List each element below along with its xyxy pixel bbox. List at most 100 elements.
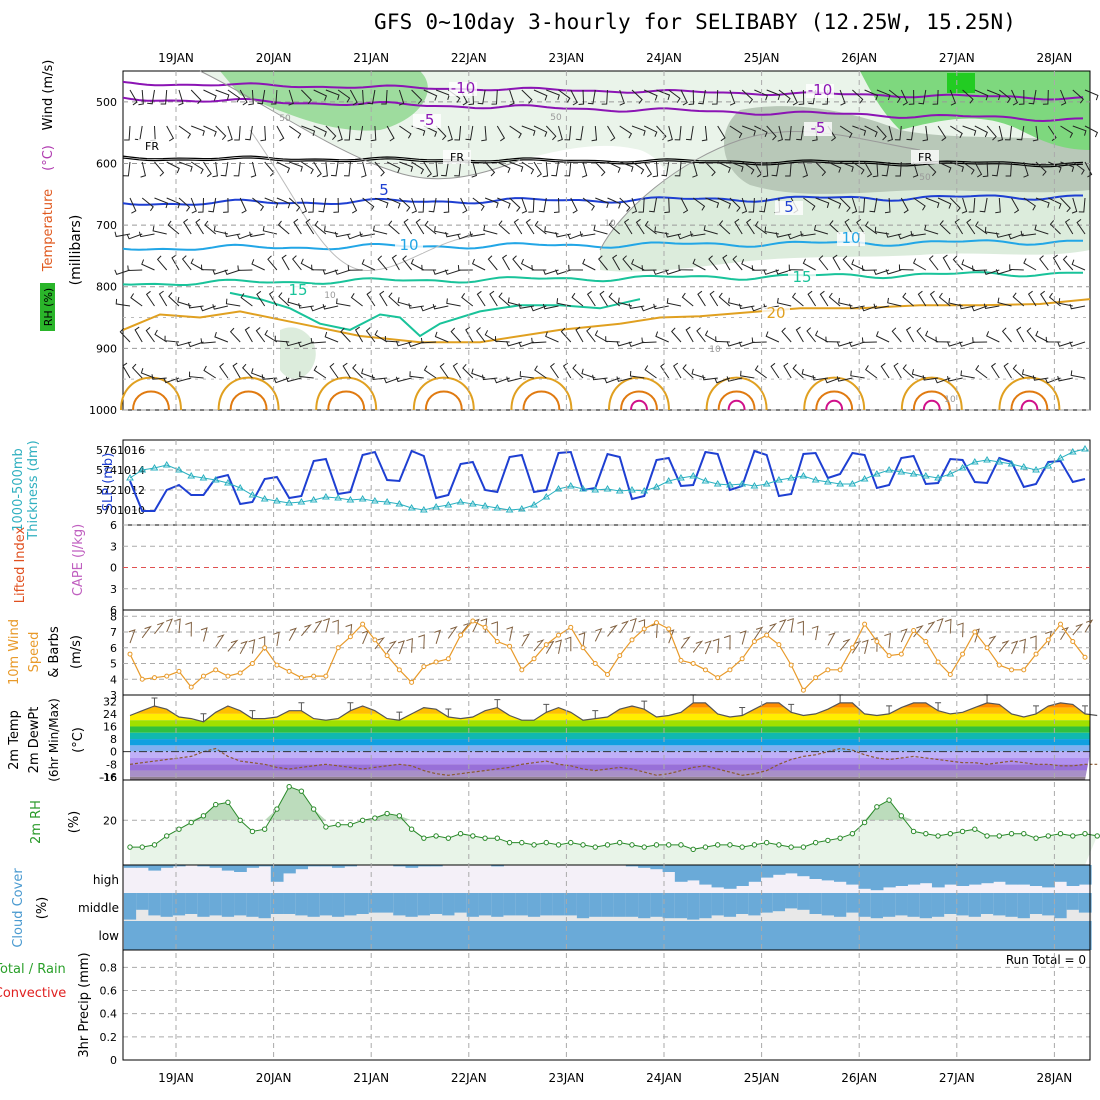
contour-label-bg (449, 82, 477, 96)
rh-area-high (130, 786, 1098, 821)
cloud-cell (638, 865, 651, 868)
wind-barb (465, 326, 474, 343)
rh-marker (629, 842, 635, 848)
wind-barb (924, 224, 939, 235)
cloud-cell (344, 865, 358, 867)
cloud-cell (540, 893, 553, 916)
cloud-cell (503, 921, 517, 950)
wind-barb (203, 125, 217, 137)
wind-barb (911, 369, 926, 379)
wind-speed-marker (298, 675, 304, 681)
cloud-cell (1066, 865, 1080, 886)
wind-barb (925, 330, 939, 343)
wind-barb (292, 255, 302, 271)
cape-axis-label: CAPE (J/kg) (71, 524, 86, 596)
wind-barb (717, 161, 731, 173)
wind-barb (594, 330, 608, 343)
cloud-cell (576, 921, 590, 950)
temp-contour-35 (825, 399, 844, 411)
cloud-cell (1017, 921, 1031, 950)
wind-barb (966, 218, 976, 235)
cloud-cell (931, 865, 945, 888)
wind-barb (388, 292, 400, 307)
wind-barb (825, 336, 841, 343)
cloud-cell (760, 921, 774, 950)
wind-barb (864, 125, 878, 138)
cloud-cell (650, 865, 664, 870)
wind-barb (705, 197, 720, 208)
thickness-tick-label: 576 (96, 444, 117, 457)
cloud-cell (527, 921, 541, 950)
wind-barb (251, 259, 265, 271)
minmax-bar (1082, 705, 1088, 714)
wind-barb (457, 265, 473, 271)
thickness-marker (1081, 445, 1089, 452)
wind-speed-marker (678, 657, 684, 663)
wind-barb (902, 364, 914, 379)
wind-barb-10m (533, 639, 545, 652)
wind-barb (513, 218, 523, 235)
wind-barb-10m (870, 637, 878, 652)
wind-barb (802, 161, 809, 178)
thickness-marker (824, 478, 832, 485)
wind-barb (497, 197, 511, 209)
rh-marker (1045, 833, 1051, 839)
wind-barb (434, 226, 449, 235)
wind-barb (726, 341, 743, 347)
wind-barb (178, 197, 191, 212)
rh-marker (200, 813, 207, 819)
temp-contour-25 (510, 376, 573, 411)
minmax-bar (788, 703, 795, 713)
wind-barb (705, 161, 716, 177)
rh-contour-label: 10 (324, 291, 336, 301)
wind-barb (665, 269, 682, 275)
wind-barb-10m (227, 639, 239, 652)
wind-speed-marker (641, 626, 647, 632)
cloud-cell (797, 893, 811, 910)
thickness-marker (334, 494, 343, 501)
wind-barb (212, 304, 229, 310)
wind-barb (260, 125, 267, 142)
thickness-marker (297, 498, 306, 505)
rh-marker (678, 842, 684, 848)
top-date-label: 20JAN (256, 51, 292, 65)
precip-convective-label: Convective (0, 986, 66, 1001)
wind-barb (1004, 125, 1012, 141)
wind-barb (374, 161, 385, 177)
wind-barb (124, 125, 131, 141)
wind-barb (181, 255, 192, 271)
wind-barb (509, 125, 522, 139)
wind-barb (434, 331, 449, 343)
precip-tick-label: 0.8 (100, 961, 118, 974)
wind-barb (591, 125, 598, 142)
wind-barb (178, 125, 192, 139)
thickness-marker (713, 480, 722, 487)
wind-barb (875, 331, 890, 343)
wind-barb (493, 377, 510, 384)
wind-barb-10m (165, 618, 173, 633)
wind-speed-marker (739, 656, 745, 662)
wind-barb (680, 89, 688, 106)
temp-contour-30 (620, 390, 658, 411)
top-date-label: 26JAN (841, 51, 877, 65)
wind-barb-10m (944, 618, 952, 634)
wind-barb (521, 125, 536, 136)
wind-barb (288, 89, 294, 106)
wind-barb (864, 161, 873, 178)
wind-barb (418, 197, 425, 213)
wind-barb (160, 89, 168, 105)
rh-contour-label: 50 (279, 114, 291, 124)
rh-tick-label: 20 (103, 814, 117, 827)
wind-barb (203, 365, 216, 379)
wind-speed-marker (311, 673, 317, 679)
wind-barb (991, 161, 1000, 177)
wind-barb (145, 327, 155, 343)
cloud-cell (503, 893, 517, 916)
thickness-marker (162, 461, 171, 468)
wind-barb (623, 218, 633, 235)
wind-barb (827, 161, 842, 173)
wind-barb (925, 197, 940, 208)
wind-barb (801, 368, 816, 379)
wind-speed-marker (164, 673, 170, 679)
cloud-cell (980, 921, 994, 950)
